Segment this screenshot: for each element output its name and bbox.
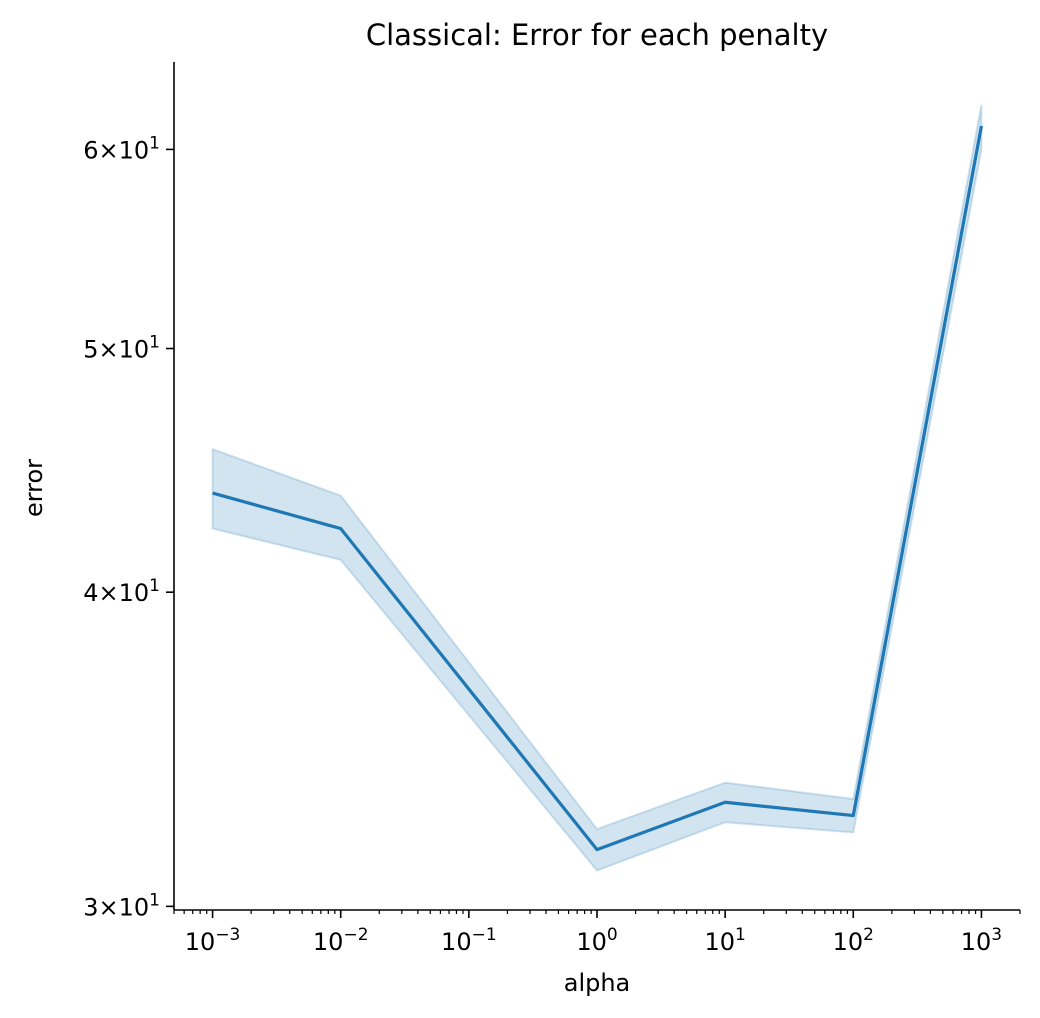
x-tick-label: 10−2 — [313, 925, 369, 956]
x-ticks: 10−3 10−2 10−1 100 101 102 103 — [173, 910, 1021, 956]
x-tick-label: 10−1 — [441, 925, 497, 956]
y-tick-label: 5×101 — [83, 333, 160, 364]
x-tick-label: 103 — [961, 925, 1002, 956]
y-ticks: 3×101 4×101 5×101 6×101 — [83, 133, 174, 921]
x-tick-label: 102 — [833, 925, 874, 956]
confidence-band-layer — [211, 104, 983, 872]
y-tick-label: 4×101 — [83, 576, 160, 607]
chart-title: Classical: Error for each penalty — [366, 18, 828, 52]
series-line-layer — [212, 125, 983, 852]
x-tick-label: 101 — [704, 925, 745, 956]
confidence-band — [211, 104, 983, 872]
y-axis-label: error — [20, 459, 48, 517]
series-line — [212, 125, 983, 852]
y-tick-label: 6×101 — [83, 133, 160, 164]
x-axis-label: alpha — [564, 969, 631, 997]
x-tick-label: 100 — [576, 925, 617, 956]
x-tick-label: 10−3 — [185, 925, 241, 956]
y-tick-label: 3×101 — [83, 890, 160, 921]
